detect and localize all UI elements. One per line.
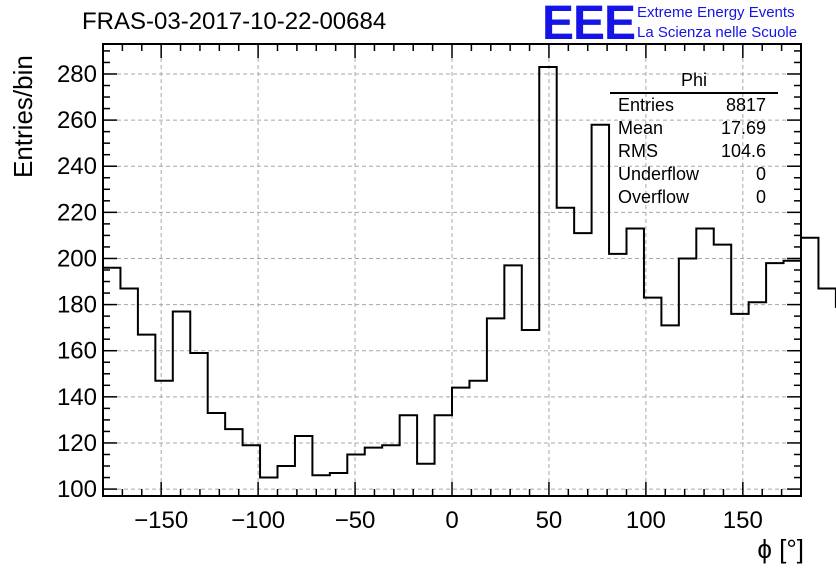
- histogram-bin: [295, 436, 312, 496]
- x-axis-label: ϕ [°]: [757, 534, 804, 564]
- stats-label: Entries: [618, 95, 675, 115]
- histogram-bin: [731, 314, 748, 496]
- histogram-bin: [557, 208, 574, 496]
- histogram-bin: [138, 335, 155, 496]
- x-tick-label: 0: [445, 507, 458, 534]
- stats-row-overflow: Overflow 0: [610, 186, 778, 209]
- histogram-bin: [696, 228, 713, 496]
- histogram-bin: [644, 298, 661, 496]
- x-tick-label: 100: [626, 507, 666, 534]
- x-tick-label: 150: [723, 507, 763, 534]
- histogram-bin: [592, 125, 609, 496]
- histogram-bin: [120, 288, 137, 496]
- histogram-bin: [504, 265, 521, 496]
- x-tick-label: −50: [335, 507, 376, 534]
- histogram-bin: [818, 288, 835, 496]
- stats-value: 17.69: [720, 118, 766, 138]
- histogram-bin: [784, 261, 801, 496]
- y-tick-label: 280: [57, 61, 97, 88]
- histogram-bin: [435, 415, 452, 496]
- histogram-bin: [679, 258, 696, 496]
- histogram-bin: [208, 413, 225, 496]
- histogram-bin: [801, 238, 818, 496]
- chart-title: FRAS-03-2017-10-22-00684: [82, 8, 387, 35]
- histogram-bin: [103, 268, 120, 496]
- y-tick-label: 100: [57, 476, 97, 503]
- stats-box: Phi Entries 8817 Mean 17.69 RMS 104.6 Un…: [610, 70, 778, 209]
- histogram-bin: [749, 302, 766, 496]
- histogram-bin: [225, 429, 242, 496]
- y-axis-label-text: Entries/bin: [8, 55, 38, 178]
- histogram-bin: [260, 478, 277, 496]
- logo-caption: Extreme Energy Events La Scienza nelle S…: [637, 3, 797, 43]
- y-axis-label: Entries/bin: [2, 55, 42, 178]
- histogram-bin: [400, 415, 417, 496]
- stats-row-entries: Entries 8817: [610, 94, 778, 117]
- histogram-bin: [330, 473, 347, 496]
- y-tick-label: 180: [57, 292, 97, 319]
- stats-header: Phi: [610, 70, 778, 94]
- stats-value: 8817: [725, 95, 766, 115]
- histogram-bin: [487, 318, 504, 496]
- histogram-bin: [365, 448, 382, 496]
- x-tick-label: 50: [536, 507, 563, 534]
- y-tick-label: 240: [57, 153, 97, 180]
- histogram-bin: [627, 228, 644, 496]
- histogram-bin: [173, 312, 190, 496]
- stats-row-underflow: Underflow 0: [610, 163, 778, 186]
- stats-row-mean: Mean 17.69: [610, 117, 778, 140]
- stats-row-rms: RMS 104.6: [610, 140, 778, 163]
- stats-label: RMS: [618, 141, 658, 161]
- histogram-bin: [522, 330, 539, 496]
- y-tick-label: 120: [57, 430, 97, 457]
- histogram-bin: [661, 325, 678, 496]
- x-tick-label: −100: [231, 507, 285, 534]
- histogram-bin: [278, 466, 295, 496]
- y-tick-label: 200: [57, 245, 97, 272]
- stats-value: 0: [755, 187, 766, 207]
- y-tick-label: 160: [57, 338, 97, 365]
- logo-line-1: Extreme Energy Events: [637, 4, 795, 21]
- histogram-bin: [539, 67, 556, 496]
- stats-label: Mean: [618, 118, 664, 138]
- eee-logo: EEE: [542, 0, 636, 50]
- histogram-bin: [574, 233, 591, 496]
- histogram-bin: [609, 254, 626, 496]
- histogram-bin: [347, 454, 364, 496]
- stats-label: Underflow: [618, 164, 700, 184]
- histogram-bin: [766, 263, 783, 496]
- histogram-bin: [382, 445, 399, 496]
- histogram-bin: [452, 388, 469, 496]
- histogram-bin: [469, 381, 486, 496]
- y-tick-label: 140: [57, 384, 97, 411]
- stats-value: 0: [755, 164, 766, 184]
- histogram-bin: [155, 381, 172, 496]
- histogram-bin: [714, 245, 731, 496]
- y-tick-label: 220: [57, 199, 97, 226]
- logo-line-2: La Scienza nelle Scuole: [637, 24, 798, 41]
- y-tick-label: 260: [57, 107, 97, 134]
- histogram-line: [103, 66, 836, 479]
- stats-label: Overflow: [618, 187, 690, 207]
- histogram-bin: [190, 353, 207, 496]
- stats-value: 104.6: [720, 141, 766, 161]
- x-tick-label: −150: [134, 507, 188, 534]
- histogram-bin: [312, 475, 329, 496]
